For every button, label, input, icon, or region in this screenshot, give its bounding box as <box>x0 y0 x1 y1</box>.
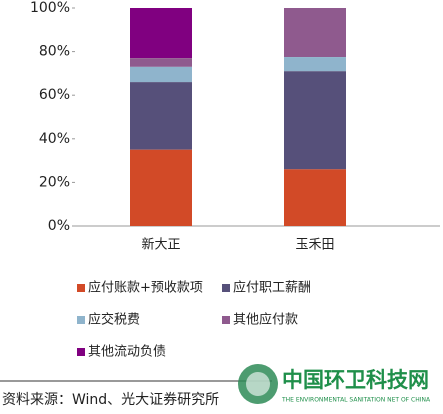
bar-segment <box>130 82 192 150</box>
legend-label: 其他应付款 <box>233 312 298 328</box>
bar-segment <box>130 8 192 59</box>
bar-segment <box>284 8 346 58</box>
y-tick-label: 80% <box>39 44 70 60</box>
legend-label: 应付职工薪酬 <box>233 280 311 296</box>
bar-segment <box>284 169 346 226</box>
legend-swatch <box>77 348 85 356</box>
y-tick-label: 60% <box>39 87 70 103</box>
legend-swatch <box>222 284 230 292</box>
x-tick-label: 玉禾田 <box>295 238 334 253</box>
legend-swatch <box>222 316 230 324</box>
y-tick-label: 40% <box>39 131 70 147</box>
bar-segment <box>130 149 192 226</box>
legend-label: 应付账款+预收款项 <box>88 280 203 296</box>
legend-label: 应交税费 <box>88 312 140 328</box>
bar-segment <box>284 57 346 72</box>
y-tick-label: 20% <box>39 174 70 190</box>
y-tick-label: 100% <box>30 0 70 16</box>
bar-segment <box>284 71 346 170</box>
bar-segment <box>130 66 192 83</box>
watermark-subtitle: THE ENVIRONMENTAL SANITATION NET OF CHIN… <box>281 397 431 404</box>
x-tick-label: 新大正 <box>141 237 180 253</box>
legend-swatch <box>77 284 85 292</box>
legend-label: 其他流动负债 <box>88 345 166 360</box>
bar-segment <box>130 58 192 67</box>
source-note: 资料来源：Wind、光大证券研究所 <box>2 392 219 408</box>
legend-swatch <box>77 316 85 324</box>
y-tick-label: 0% <box>48 218 70 234</box>
watermark-logo-inner <box>246 372 270 396</box>
watermark-title: 中国环卫科技网 <box>282 368 429 392</box>
